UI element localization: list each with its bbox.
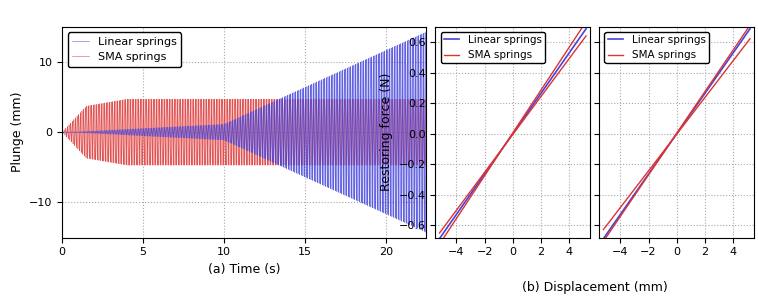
Linear springs <box>742 32 751 36</box>
Linear springs <box>170 129 179 132</box>
SMA springs <box>686 111 695 114</box>
Linear springs <box>421 230 431 234</box>
Y-axis label: Plunge (mm): Plunge (mm) <box>11 92 23 173</box>
SMA springs <box>669 137 678 140</box>
Linear springs <box>555 65 564 68</box>
Line: SMA springs: SMA springs <box>440 22 586 244</box>
SMA springs <box>336 160 345 164</box>
SMA springs <box>599 239 608 243</box>
Linear springs <box>578 32 587 36</box>
Linear springs <box>669 136 678 140</box>
SMA springs <box>277 101 286 104</box>
SMA springs <box>745 23 754 27</box>
SMA springs <box>58 130 67 134</box>
Linear springs <box>152 129 161 132</box>
SMA springs <box>581 20 590 23</box>
SMA springs <box>506 135 515 139</box>
Line: Linear springs: Linear springs <box>62 32 426 232</box>
SMA springs <box>669 135 678 139</box>
Linear springs <box>522 112 531 116</box>
Legend: Linear springs, SMA springs: Linear springs, SMA springs <box>604 32 709 63</box>
Linear springs <box>336 188 345 192</box>
SMA springs <box>742 29 751 32</box>
SMA springs <box>152 116 161 119</box>
SMA springs <box>514 122 523 126</box>
SMA springs <box>719 62 728 66</box>
SMA springs <box>678 123 688 126</box>
SMA springs <box>183 163 193 167</box>
Line: SMA springs: SMA springs <box>603 25 750 241</box>
SMA springs <box>421 125 431 129</box>
SMA springs <box>401 100 410 104</box>
SMA springs <box>321 163 330 167</box>
SMA springs <box>505 137 514 140</box>
Linear springs <box>401 44 410 48</box>
Line: SMA springs: SMA springs <box>62 99 426 165</box>
Linear springs <box>435 237 444 240</box>
Linear springs <box>719 65 728 68</box>
Line: Linear springs: Linear springs <box>440 29 586 238</box>
SMA springs <box>170 125 179 129</box>
Linear springs <box>183 136 193 140</box>
Legend: Linear springs, SMA springs: Linear springs, SMA springs <box>440 32 545 63</box>
Linear springs <box>421 130 431 134</box>
SMA springs <box>555 60 564 64</box>
Linear springs <box>514 123 523 127</box>
X-axis label: (a) Time (s): (a) Time (s) <box>208 263 280 276</box>
SMA springs <box>522 110 531 113</box>
Linear springs <box>669 137 678 141</box>
Linear springs <box>505 137 514 141</box>
Linear springs <box>686 112 695 116</box>
Linear springs <box>581 27 590 31</box>
Linear springs <box>58 130 67 134</box>
Line: Linear springs: Linear springs <box>603 29 750 238</box>
Y-axis label: Restoring force (N): Restoring force (N) <box>380 73 393 191</box>
Linear springs <box>745 27 754 31</box>
Linear springs <box>506 136 515 140</box>
Linear springs <box>678 123 688 127</box>
Text: (b) Displacement (mm): (b) Displacement (mm) <box>522 281 668 294</box>
SMA springs <box>435 242 444 246</box>
Linear springs <box>421 31 430 34</box>
SMA springs <box>223 97 232 101</box>
Legend: Linear springs, SMA springs: Linear springs, SMA springs <box>67 32 181 67</box>
SMA springs <box>578 25 587 29</box>
Linear springs <box>276 110 285 114</box>
Linear springs <box>599 237 608 240</box>
